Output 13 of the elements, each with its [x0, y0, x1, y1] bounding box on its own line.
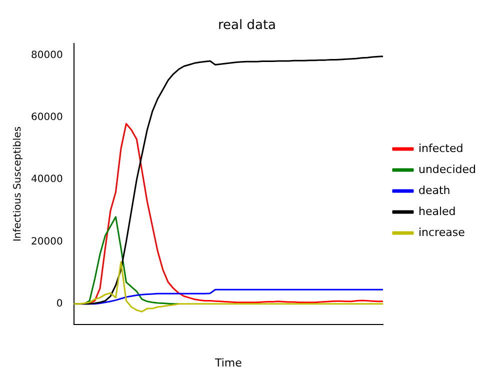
x-axis-title: Time	[214, 356, 242, 370]
y-tick-label: 0	[56, 298, 63, 310]
legend-label: increase	[418, 226, 466, 239]
legend-label: death	[418, 184, 450, 197]
y-tick-label: 20000	[31, 236, 63, 248]
y-axis-title: Infectious Susceptibles	[12, 126, 24, 242]
chart-title: real data	[218, 18, 276, 34]
legend-label: infected	[418, 142, 464, 155]
y-tick-label: 80000	[31, 50, 63, 61]
legend-label: undecided	[418, 162, 476, 176]
legend-label: healed	[418, 204, 456, 218]
y-tick-label: 40000	[31, 174, 63, 186]
y-tick-label: 60000	[31, 112, 63, 124]
